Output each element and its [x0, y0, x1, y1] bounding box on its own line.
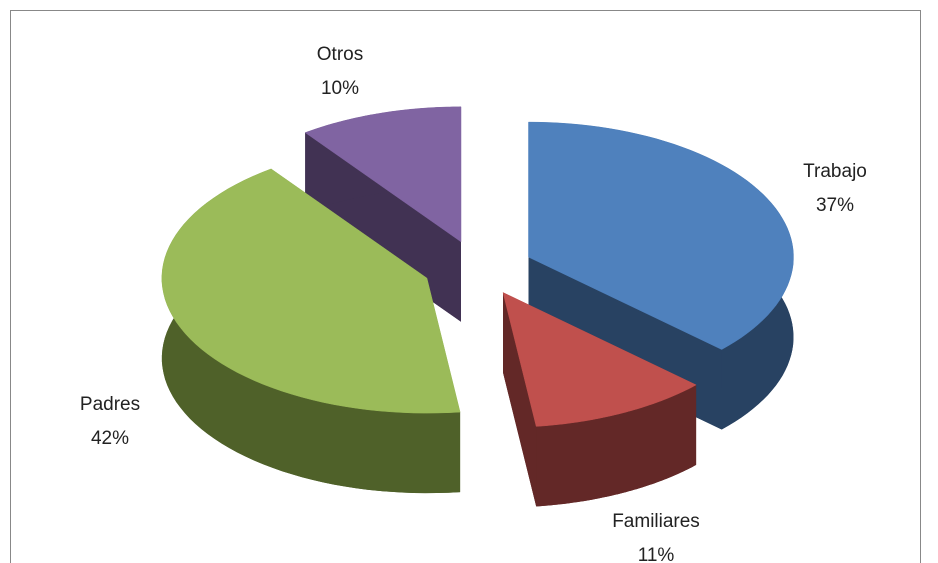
chart-frame [10, 10, 921, 563]
slice-top [161, 168, 461, 414]
slice-label: Otros [317, 44, 363, 65]
slice-label: Familiares [612, 511, 700, 532]
pie-slice [528, 121, 794, 430]
slice-label: Trabajo [803, 161, 867, 182]
slice-outer-wall [536, 384, 697, 507]
slice-value-label: 10% [321, 78, 359, 99]
slice-top [502, 292, 697, 427]
pie-slice [161, 168, 461, 494]
slice-value-label: 11% [638, 545, 675, 563]
pie-slice [502, 292, 697, 507]
slice-value-label: 42% [91, 428, 129, 449]
slice-top [528, 121, 794, 350]
slice-top [304, 106, 462, 243]
slice-value-label: 37% [816, 195, 854, 216]
slice-label: Padres [80, 394, 140, 415]
slice-wall [503, 292, 537, 507]
